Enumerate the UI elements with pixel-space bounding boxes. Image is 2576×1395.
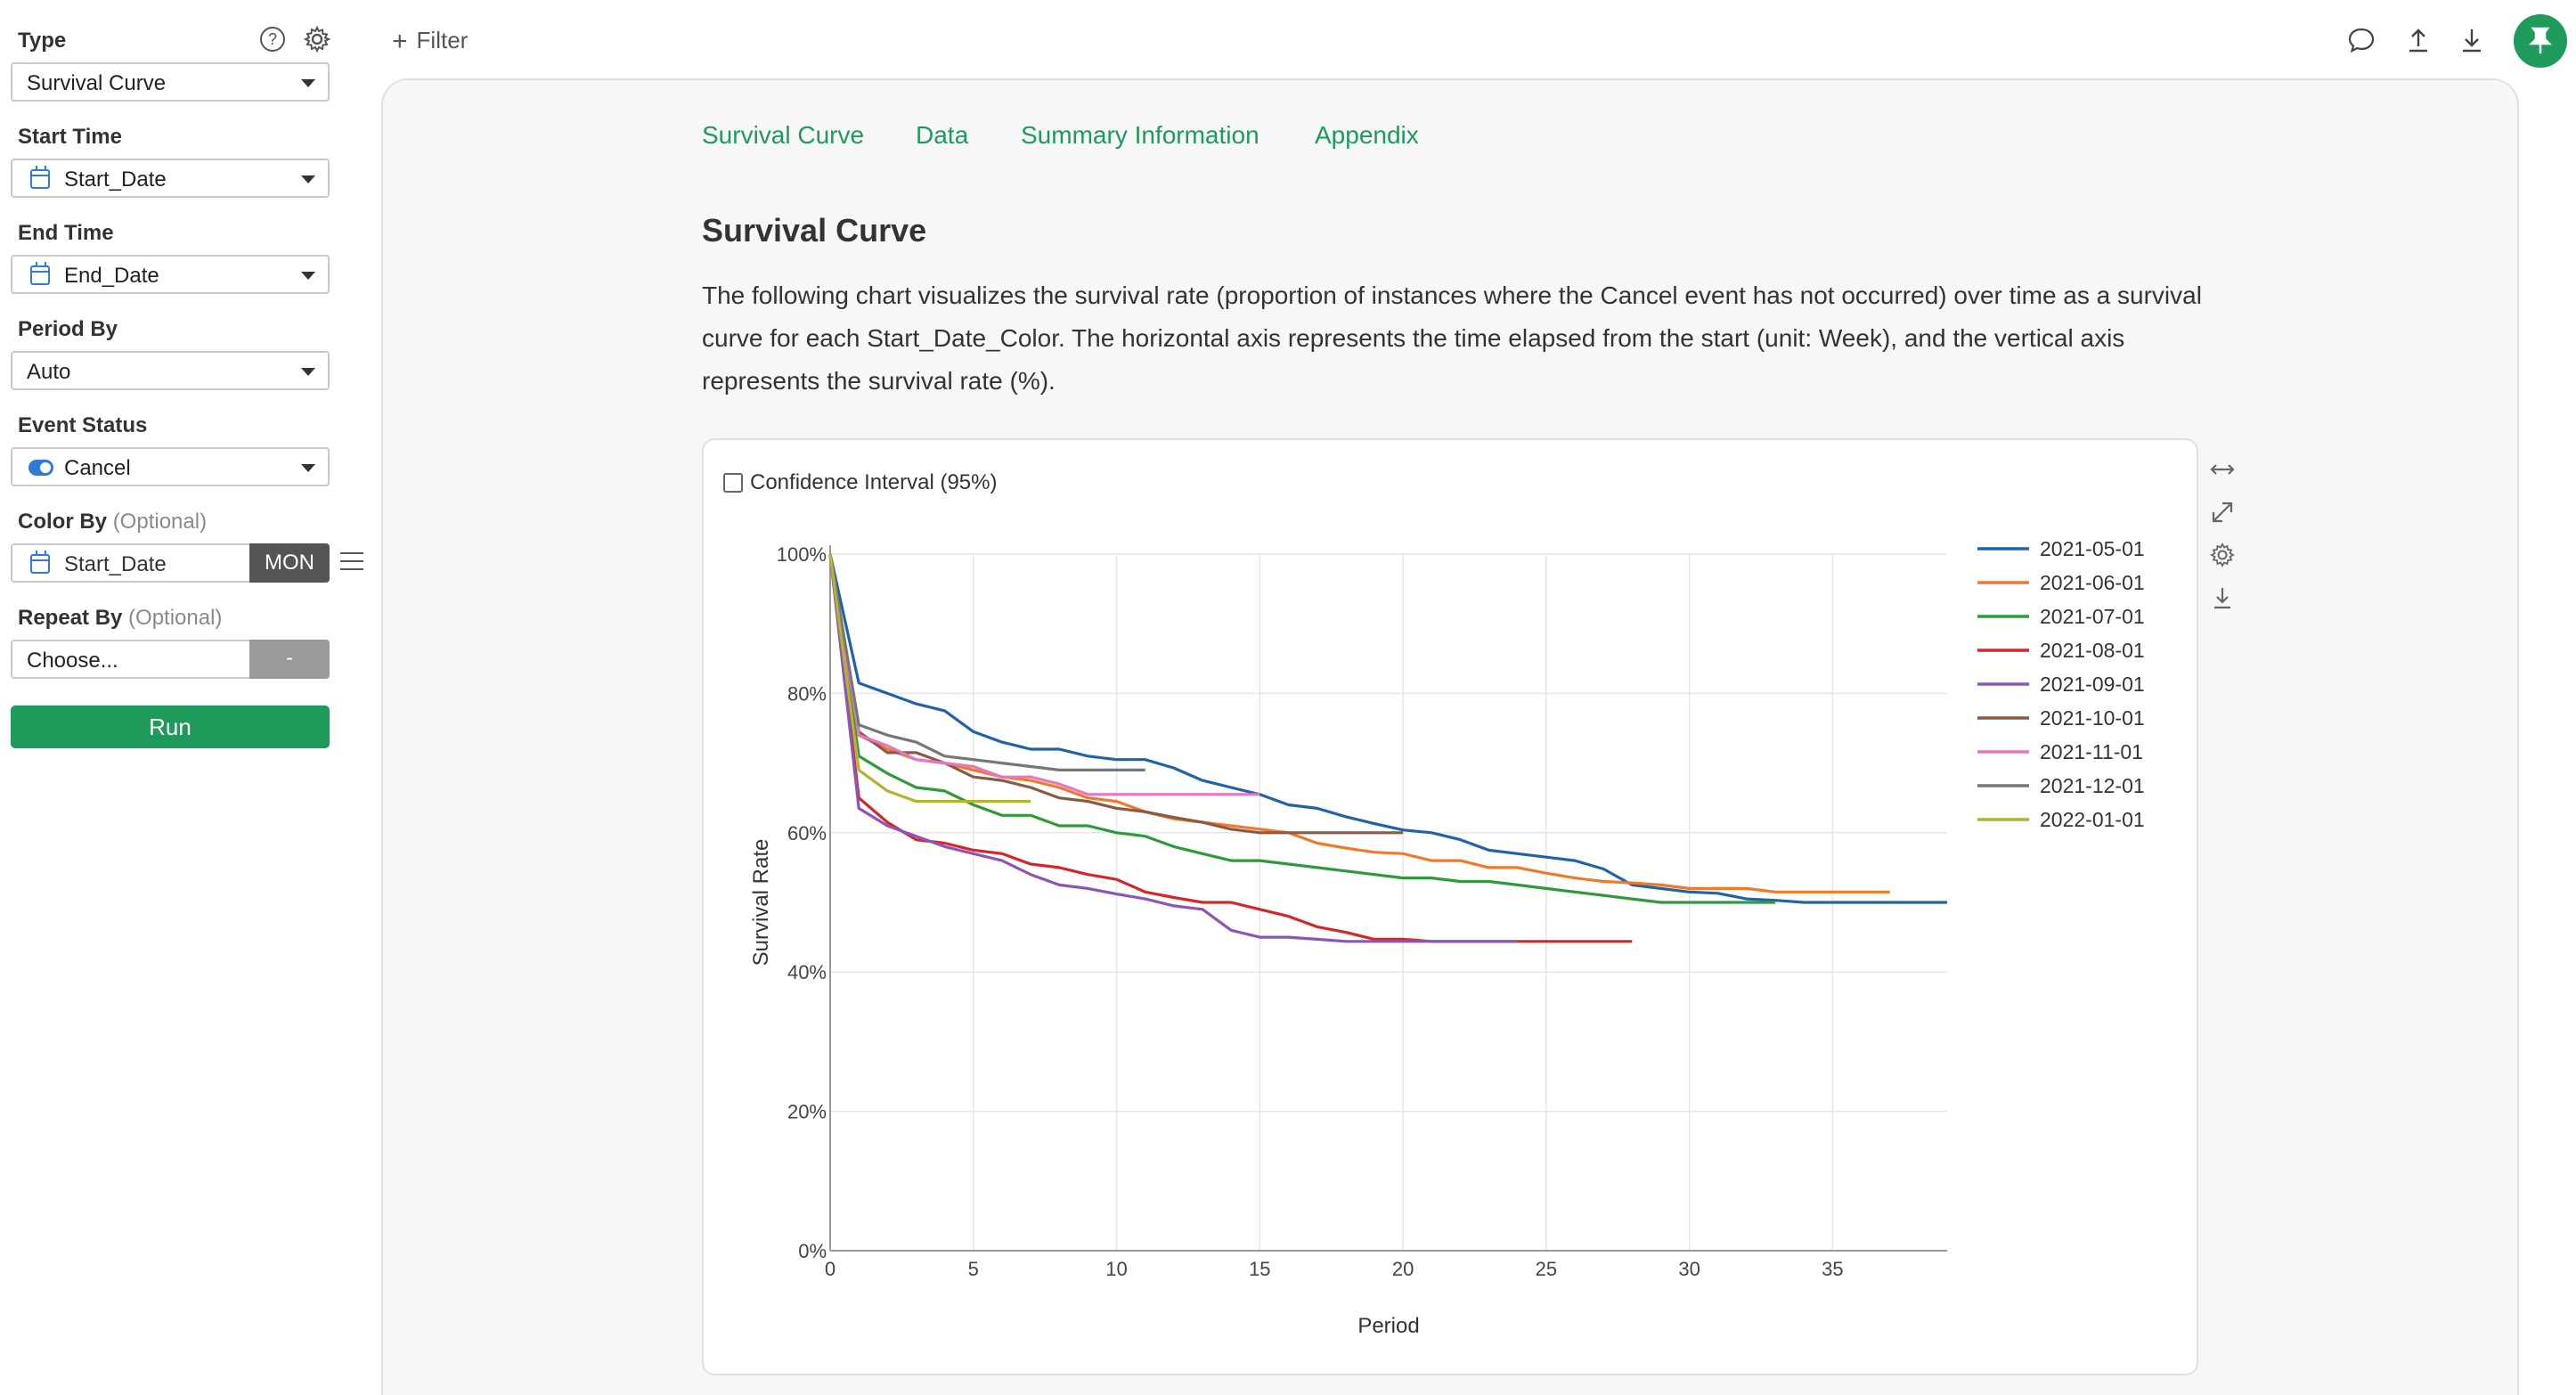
repeat-by-label: Repeat By (Optional) <box>18 606 222 631</box>
x-tick-label: 15 <box>1249 1258 1270 1280</box>
filter-button[interactable]: + Filter <box>392 25 469 56</box>
series-line <box>828 553 1776 904</box>
start-time-value: Start_Date <box>64 167 167 192</box>
series-line <box>828 553 1404 835</box>
confidence-interval-label: Confidence Interval (95%) <box>750 470 998 494</box>
color-by-input[interactable]: Start_Date <box>11 543 251 583</box>
confidence-interval-toggle[interactable]: Confidence Interval (95%) <box>723 470 997 495</box>
color-by-value: Start_Date <box>64 552 167 576</box>
x-tick-label: 25 <box>1536 1258 1557 1280</box>
y-tick-label: 60% <box>787 822 827 844</box>
repeat-by-title: Repeat By <box>18 606 123 630</box>
survival-chart: 0 5 10 15 20 25 30 35 0% 20% 40% 60% 80% 100% Period Su… <box>749 537 2145 1338</box>
x-tick-label: 35 <box>1822 1258 1843 1280</box>
section-description: The following chart visualizes the survi… <box>702 281 2202 395</box>
gear-icon[interactable] <box>303 25 331 53</box>
sidebar: Type ? Survival Curve Start Time Start_D… <box>0 0 363 1395</box>
x-tick-label: 30 <box>1678 1258 1700 1280</box>
x-tick-label: 5 <box>968 1258 979 1280</box>
type-select[interactable]: Survival Curve <box>11 62 330 102</box>
repeat-by-button[interactable]: - <box>249 640 330 679</box>
tab-summary-information[interactable]: Summary Information <box>1021 121 1259 149</box>
gear-icon[interactable] <box>2209 542 2236 568</box>
tab-data[interactable]: Data <box>916 121 969 149</box>
x-tick-label: 10 <box>1105 1258 1127 1280</box>
chevron-down-icon <box>301 175 315 184</box>
color-by-title: Color By <box>18 510 108 534</box>
chevron-down-icon <box>301 272 315 280</box>
comment-icon[interactable] <box>2346 25 2376 55</box>
download-chart-icon[interactable] <box>2209 584 2236 611</box>
toggle-icon <box>29 460 53 476</box>
x-axis-title: Period <box>1357 1314 1419 1338</box>
legend-entry: 2021-10-01 <box>2040 706 2145 730</box>
calendar-icon <box>30 262 50 285</box>
resize-horizontal-icon[interactable] <box>2209 456 2236 483</box>
color-by-label: Color By (Optional) <box>18 510 207 534</box>
event-status-label: Event Status <box>18 413 148 437</box>
event-status-value: Cancel <box>64 456 131 480</box>
run-button[interactable]: Run <box>11 706 330 748</box>
series-line <box>828 553 1031 804</box>
x-tick-label: 20 <box>1392 1258 1414 1280</box>
help-icon[interactable]: ? <box>260 27 285 52</box>
legend-entry: 2021-11-01 <box>2040 740 2143 763</box>
tab-survival-curve[interactable]: Survival Curve <box>702 121 865 149</box>
series-line <box>828 553 1947 904</box>
event-status-select[interactable]: Cancel <box>11 447 330 486</box>
pin-icon <box>2528 27 2553 53</box>
download-icon[interactable] <box>2457 25 2487 55</box>
end-time-label: End Time <box>18 221 114 245</box>
series-line <box>828 553 1890 893</box>
y-tick-label: 80% <box>787 682 827 705</box>
calendar-icon <box>30 551 50 574</box>
confidence-interval-checkbox[interactable] <box>723 473 743 493</box>
period-by-select[interactable]: Auto <box>11 351 330 390</box>
plus-icon: + <box>392 27 408 56</box>
y-tick-label: 40% <box>787 961 827 983</box>
section-title: Survival Curve <box>702 212 927 249</box>
legend-entry: 2021-05-01 <box>2040 537 2145 560</box>
x-tick-label: 0 <box>825 1258 836 1280</box>
period-by-value: Auto <box>27 360 71 384</box>
type-value: Survival Curve <box>27 71 167 95</box>
menu-icon[interactable] <box>340 552 363 572</box>
repeat-by-select[interactable]: Choose... <box>11 640 251 679</box>
repeat-by-placeholder: Choose... <box>27 649 118 673</box>
start-time-select[interactable]: Start_Date <box>11 159 330 198</box>
series-line <box>828 553 1145 771</box>
filter-label: Filter <box>416 27 469 53</box>
chart-card: Confidence Interval (95%) 0 5 10 15 20 25 30 35… <box>702 438 2198 1375</box>
color-by-unit-button[interactable]: MON <box>249 543 330 583</box>
upload-icon[interactable] <box>2403 25 2433 55</box>
y-axis-title: Survival Rate <box>749 839 773 967</box>
legend-entry: 2021-12-01 <box>2040 774 2145 797</box>
period-by-label: Period By <box>18 317 118 341</box>
tab-appendix[interactable]: Appendix <box>1315 121 1419 149</box>
series-line <box>828 553 1518 943</box>
optional-hint: (Optional) <box>128 606 223 630</box>
optional-hint: (Optional) <box>112 510 208 534</box>
legend-entry: 2021-06-01 <box>2040 571 2145 594</box>
series-line <box>828 553 1260 796</box>
expand-icon[interactable] <box>2209 499 2236 526</box>
pin-button[interactable] <box>2514 14 2567 68</box>
legend-entry: 2021-08-01 <box>2040 639 2145 662</box>
type-label: Type <box>18 29 67 53</box>
end-time-select[interactable]: End_Date <box>11 255 330 294</box>
legend-entry: 2021-09-01 <box>2040 673 2145 696</box>
chevron-down-icon <box>301 79 315 87</box>
y-tick-label: 0% <box>798 1240 827 1262</box>
start-time-label: Start Time <box>18 125 122 149</box>
calendar-icon <box>30 166 50 189</box>
y-tick-label: 100% <box>777 543 827 566</box>
legend-entry: 2021-07-01 <box>2040 605 2145 628</box>
legend-entry: 2022-01-01 <box>2040 808 2145 831</box>
chevron-down-icon <box>301 464 315 472</box>
y-tick-label: 20% <box>787 1101 827 1123</box>
chevron-down-icon <box>301 368 315 376</box>
end-time-value: End_Date <box>64 264 159 288</box>
